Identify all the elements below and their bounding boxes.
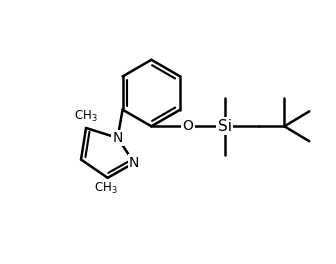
Text: CH$_3$: CH$_3$ bbox=[94, 181, 118, 196]
Text: Si: Si bbox=[217, 119, 232, 134]
Text: CH$_3$: CH$_3$ bbox=[74, 109, 98, 124]
Text: N: N bbox=[129, 156, 139, 170]
Text: N: N bbox=[113, 131, 123, 145]
Text: O: O bbox=[182, 119, 194, 133]
